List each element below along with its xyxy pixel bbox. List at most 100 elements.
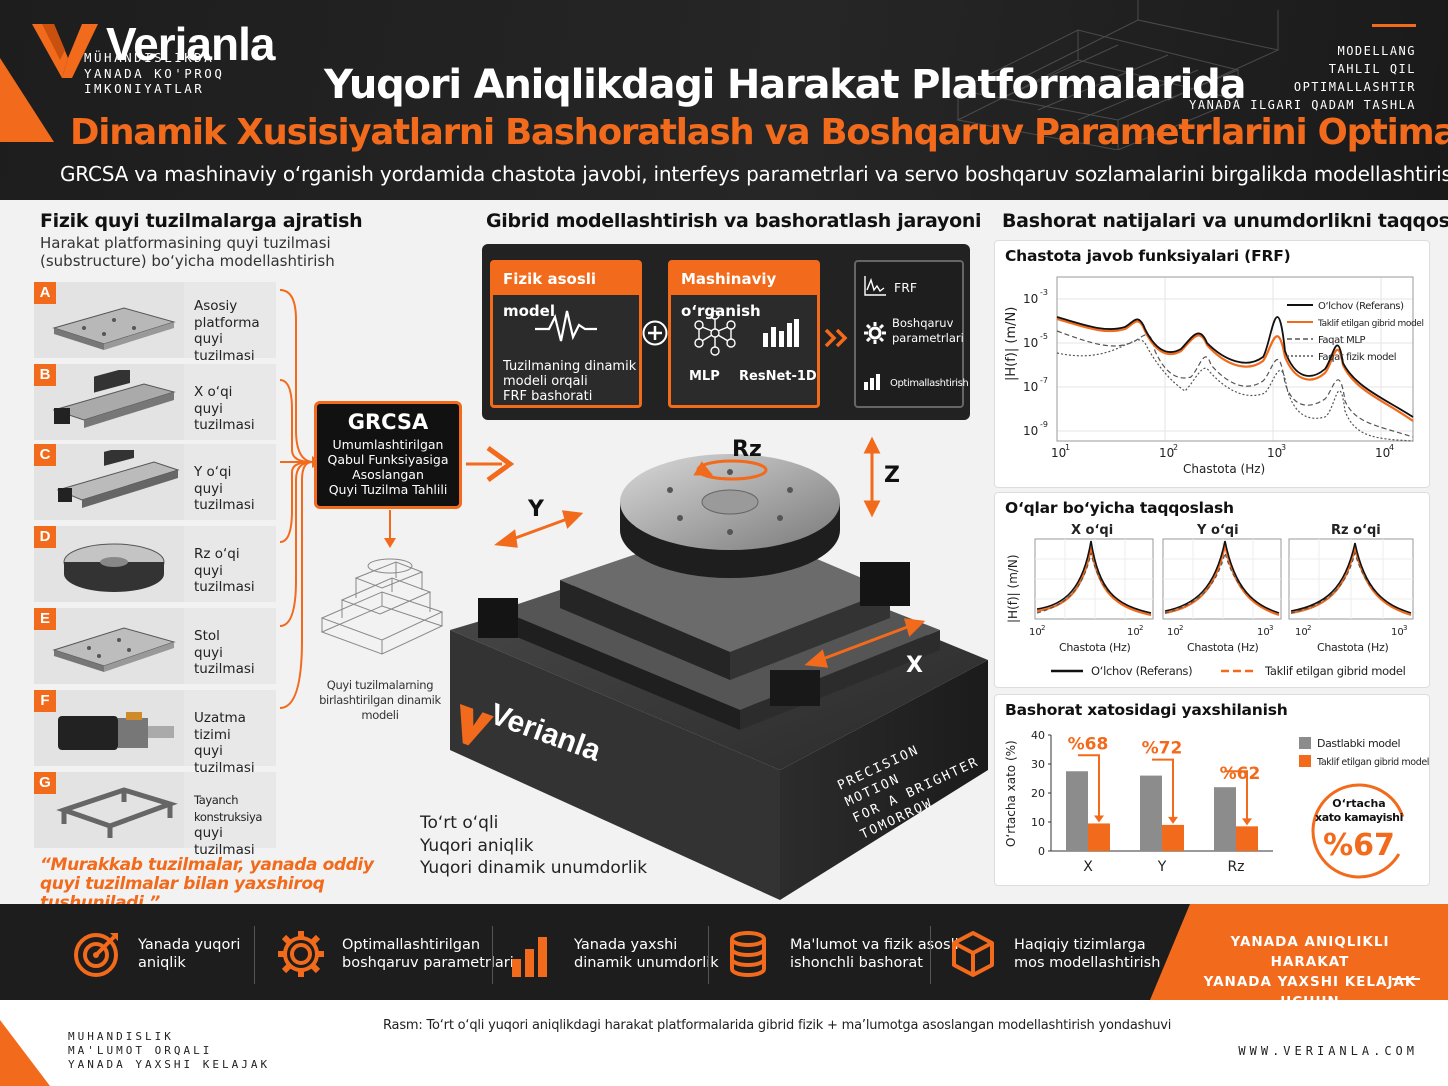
logo: Verianla xyxy=(32,18,275,80)
error-card: Bashorat xatosidagi yaxshilanish O‘rtach… xyxy=(994,694,1430,886)
panel-subtitle: Harakat platformasining quyi tuzilmasi (… xyxy=(40,234,335,270)
panel-title: Bashorat natijalari va unumdorlikni taqq… xyxy=(1002,210,1448,232)
error-bar xyxy=(1140,775,1162,851)
tagline-line: MÜHANDISLIKDA xyxy=(84,50,215,65)
svg-text:Rz o‘qi: Rz o‘qi xyxy=(1331,523,1381,538)
axis-panel-rz: Rz o‘qi 10 2 10 3 Chastota (Hz) xyxy=(1288,523,1414,654)
svg-text:10: 10 xyxy=(1029,627,1042,638)
support-frame-icon xyxy=(56,787,178,838)
svg-text:10: 10 xyxy=(1375,446,1390,460)
error-bar xyxy=(1214,787,1236,851)
accent-triangle xyxy=(0,1020,50,1086)
svg-text:O‘rtacha: O‘rtacha xyxy=(1332,797,1385,810)
svg-text:Dastlabki model: Dastlabki model xyxy=(1317,737,1401,750)
error-ytick: 20 xyxy=(1031,787,1045,800)
axis-label-x: X xyxy=(906,653,923,678)
arrow-down-icon xyxy=(384,510,396,548)
item-label: Stol quyi tuzilmasi xyxy=(194,628,255,677)
svg-text:Faqat MLP: Faqat MLP xyxy=(1318,335,1366,346)
axis-panel-y: Y o‘qi 10 2 10 3 Chastota (Hz) xyxy=(1162,523,1282,654)
error-bar xyxy=(1162,824,1184,851)
svg-text:xato kamayishi: xato kamayishi xyxy=(1315,811,1403,824)
item-letter: F xyxy=(34,690,56,712)
item-label: X o‘qi quyi tuzilmasi xyxy=(194,384,255,433)
error-reduction-label: %68 xyxy=(1068,734,1109,754)
svg-text:2: 2 xyxy=(1173,443,1178,452)
error-arrow xyxy=(1152,758,1174,819)
mlp-label: MLP xyxy=(689,369,720,384)
tagline-line: YANADA KO'PROQ xyxy=(84,65,225,81)
svg-text:Chastota (Hz): Chastota (Hz) xyxy=(1059,641,1130,654)
assembled-caption: Quyi tuzilmalarning birlashtirilgan dinam… xyxy=(319,678,441,722)
slogan-line: OPTIMALLASHTIR xyxy=(1293,80,1416,94)
logo-tagline: MÜHANDISLIKDA YANADA KO'PROQ IMKONIYATLA… xyxy=(84,50,274,97)
page-subtitle: GRCSA va mashinaviy o‘rganish yordamida … xyxy=(60,162,1448,186)
feature-real-systems: Haqiqiy tizimlarga mos modellashtirish xyxy=(948,926,1160,982)
item-label: Asosiy platforma quyi tuzilmasi xyxy=(194,298,260,364)
svg-text:10: 10 xyxy=(1023,336,1038,350)
verianla-logo-icon xyxy=(32,24,98,78)
error-bar xyxy=(1066,771,1088,851)
axis-panel-x: X o‘qi 10 2 10 2 Chastota (Hz) xyxy=(1029,523,1154,654)
ml-box: Mashinaviy o‘rganish MLP ResNet-1D xyxy=(668,260,820,408)
axes-comparison-card: O‘qlar bo‘yicha taqqoslash |H(f)| (m/N) … xyxy=(994,492,1430,688)
double-chevron-icon xyxy=(824,328,848,348)
error-xtick: Y xyxy=(1157,859,1167,875)
svg-text:X o‘qi: X o‘qi xyxy=(1071,523,1113,538)
output-control: Boshqaruv parametrlari xyxy=(892,316,964,345)
drive-system-icon xyxy=(58,712,174,750)
accent-triangle xyxy=(0,58,54,142)
substructure-item: D Rz o‘qi quyi tuzilmasi xyxy=(34,526,276,602)
svg-text:Chastota (Hz): Chastota (Hz) xyxy=(1317,641,1388,654)
error-legend: Dastlabki model Taklif etilgan gibrid mo… xyxy=(1299,737,1429,768)
figure-caption: Rasm: To‘rt o‘qli yuqori aniqlikdagi har… xyxy=(383,1018,1172,1033)
optimization-bars-icon xyxy=(864,374,880,390)
bar-chart-icon xyxy=(763,319,799,347)
x-axis-stage-icon xyxy=(52,370,176,428)
svg-text:10: 10 xyxy=(1023,424,1038,438)
svg-text:10: 10 xyxy=(1159,446,1174,460)
output-optimization: Optimallashtirish xyxy=(890,378,969,389)
svg-text:O‘lchov (Referans): O‘lchov (Referans) xyxy=(1091,664,1192,678)
accent-bar xyxy=(1372,24,1416,27)
item-letter: E xyxy=(34,608,56,630)
item-letter: A xyxy=(34,282,56,304)
header: Verianla MÜHANDISLIKDA YANADA KO'PROQ IM… xyxy=(0,0,1448,200)
box-title: Fizik asosli model xyxy=(493,263,639,320)
box-title: Mashinaviy o‘rganish xyxy=(671,263,817,320)
svg-text:10: 10 xyxy=(1257,627,1270,638)
website-link[interactable]: WWW.VERIANLA.COM xyxy=(1238,1044,1418,1058)
item-label: Y o‘qi quyi tuzilmasi xyxy=(194,464,255,513)
frf-yticks: 10 -3 10 -5 10 -7 10 -9 xyxy=(1023,288,1048,438)
axis-label-z: Z xyxy=(884,463,900,488)
svg-text:-3: -3 xyxy=(1040,288,1048,297)
svg-text:Chastota (Hz): Chastota (Hz) xyxy=(1187,641,1258,654)
page-title-line2: Dinamik Xusisiyatlarni Bashoratlash va B… xyxy=(70,112,1448,153)
svg-text:10: 10 xyxy=(1023,380,1038,394)
waveform-icon xyxy=(535,310,597,342)
table-icon xyxy=(52,627,176,672)
frf-chart-icon xyxy=(864,276,886,296)
error-ytick: 30 xyxy=(1031,758,1045,771)
frf-chart: |H(f)| (m/N) 10 -3 10 -5 10 -7 10 -9 101 102… xyxy=(1004,276,1424,476)
frf-ylabel: |H(f)| (m/N) xyxy=(1004,307,1019,381)
substructure-item: B X o‘qi quyi tuzilmasi xyxy=(34,364,276,440)
svg-text:-9: -9 xyxy=(1040,420,1048,429)
axes-comparison-title: O‘qlar bo‘yicha taqqoslash xyxy=(1005,499,1234,517)
substructure-item: C Y o‘qi quyi tuzilmasi xyxy=(34,444,276,520)
svg-text:3: 3 xyxy=(1281,443,1286,452)
item-label: Tayanch konstruksiya quyi tuzilmasi xyxy=(194,793,262,858)
base-platform-icon xyxy=(52,307,176,350)
item-letter: C xyxy=(34,444,56,466)
frf-series-hybrid xyxy=(1056,317,1414,422)
error-ytick: 40 xyxy=(1031,729,1045,742)
bottom-slogan: MUHANDISLIK MA'LUMOT ORQALI YANADA YAXSHI … xyxy=(68,1030,271,1071)
rotary-stage-icon xyxy=(63,543,165,592)
axis-label-y: Y xyxy=(527,497,545,522)
item-letter: D xyxy=(34,526,56,548)
svg-text:Faqat fizik model: Faqat fizik model xyxy=(1318,352,1396,363)
substructure-item: F Uzatma tizimi quyi tuzilmasi xyxy=(34,690,276,776)
frf-title: Chastota javob funksiyalari (FRF) xyxy=(1005,247,1291,265)
logo-name: Verianla xyxy=(106,18,275,70)
